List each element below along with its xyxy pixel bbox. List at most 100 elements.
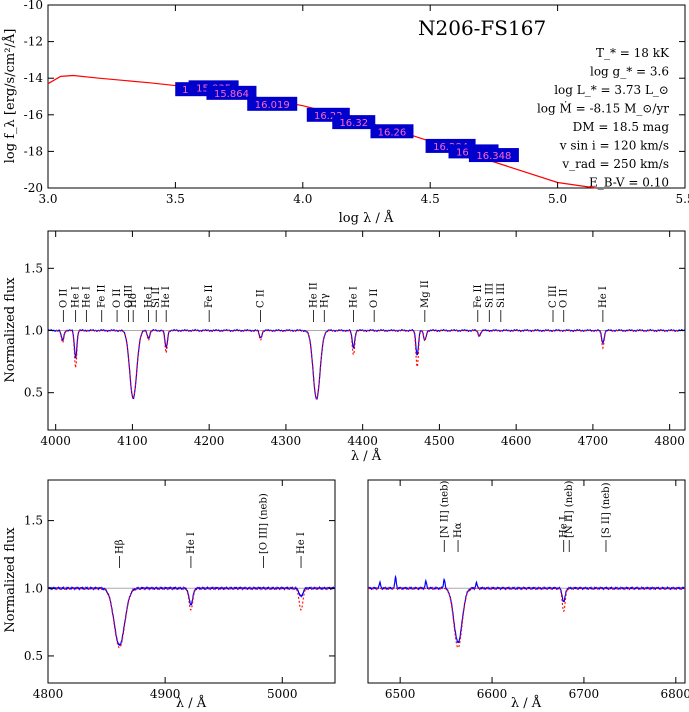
line-identification: He II (309, 282, 320, 308)
blue-xlabel: λ / Å (351, 448, 382, 464)
y-tick-label: -12 (24, 35, 43, 49)
line-identification: He I (559, 516, 570, 538)
hbeta-xlabel: λ / Å (176, 695, 207, 711)
y-tick-label: 0.5 (24, 649, 43, 663)
x-tick-label: 4000 (40, 434, 71, 448)
y-tick-label: 1.0 (24, 581, 43, 595)
x-tick-label: 4.5 (421, 192, 440, 206)
line-identification: Hδ (128, 293, 139, 308)
x-tick-label: 4100 (117, 434, 148, 448)
line-identification: He I (71, 286, 82, 308)
stellar-parameter: log L_* = 3.73 L_⊙ (554, 83, 669, 97)
line-identification: C III (548, 285, 559, 308)
line-identification: He I (161, 286, 172, 308)
line-identification: [N II] (neb) (564, 481, 575, 538)
sed-model-curve (47, 74, 596, 189)
x-tick-label: 4.0 (293, 192, 312, 206)
halpha-panel: [N II] (neb) Hα He I[N II] (neb) [S II] (ne… (367, 479, 689, 711)
y-tick-label: -18 (24, 144, 43, 158)
photometry-box (370, 124, 414, 139)
line-identification: Si II (151, 287, 162, 308)
x-tick-label: 4700 (578, 434, 609, 448)
x-tick-label: 3.5 (166, 192, 185, 206)
halpha-frame (367, 479, 686, 684)
y-tick-label: 0.5 (24, 386, 43, 400)
photometry-box (247, 96, 298, 111)
stellar-parameter: log Ṁ = -8.15 M_⊙/yr (537, 101, 669, 116)
line-identification: Si III (484, 283, 495, 308)
line-identification: He I (186, 532, 197, 554)
line-identification: O II (58, 289, 69, 308)
halpha-xlabel: λ / Å (511, 695, 542, 711)
photometry-box (206, 85, 257, 100)
line-identification: Fe II (473, 285, 484, 308)
observed-spectrum (47, 328, 686, 400)
line-identification: Si III (496, 283, 507, 308)
photometry-box (332, 115, 376, 130)
hbeta-panel: Hβ He I [O III] (neb) He I 4800 4900 5000 0.5 1… (3, 479, 336, 711)
x-tick-label: 4400 (347, 434, 378, 448)
line-identification: O II (559, 289, 570, 308)
x-tick-label: 4200 (194, 434, 225, 448)
x-tick-label: 6600 (477, 687, 508, 701)
stellar-parameter: v_rad = 250 km/s (561, 157, 669, 171)
y-tick-label: 1.5 (24, 514, 43, 528)
line-identification: He I (144, 286, 155, 308)
x-tick-label: 4600 (501, 434, 532, 448)
x-tick-label: 4500 (424, 434, 455, 448)
sed-xlabel: log λ / Å (339, 210, 394, 226)
y-tick-label: -14 (24, 71, 44, 85)
stellar-parameter: T_* = 18 kK (596, 46, 670, 60)
line-identification: [O III] (neb) (259, 493, 270, 554)
photometry-magnitude: 16.32 (339, 118, 368, 129)
line-identification: C II (256, 289, 267, 308)
line-identification: Hγ (319, 293, 330, 308)
photometry-magnitude: 16.22 (314, 111, 343, 122)
model-spectrum (368, 587, 685, 649)
x-tick-label: 5.5 (675, 192, 689, 206)
x-tick-label: 6500 (385, 687, 416, 701)
line-identification: Hβ (114, 539, 125, 554)
observed-spectrum (367, 574, 686, 644)
sed-title: N206-FS167 (418, 16, 546, 40)
line-identification: Hα (453, 522, 464, 538)
x-tick-label: 5.0 (548, 192, 567, 206)
line-identification: He I (598, 286, 609, 308)
x-tick-label: 6700 (569, 687, 600, 701)
hbeta-frame (47, 479, 336, 684)
line-identification: [N II] (neb) (439, 481, 450, 538)
y-tick-label: -10 (24, 0, 43, 12)
stellar-parameter: v sin i = 120 km/s (559, 139, 669, 153)
stellar-parameter: log g_* = 3.6 (590, 65, 669, 79)
model-spectrum (48, 587, 335, 649)
line-identification: He I (348, 286, 359, 308)
sed-panel: 15.815.83515.86416.01916.2216.3216.2616.… (2, 0, 689, 226)
line-identification: Fe II (204, 285, 215, 308)
photometry-magnitude: 16.019 (255, 100, 290, 111)
photometry-magnitude: 16.348 (476, 151, 511, 162)
photometry-box (468, 148, 519, 163)
x-tick-label: 4800 (654, 434, 685, 448)
y-tick-label: -20 (24, 181, 43, 195)
line-identification: Mg II (420, 280, 431, 308)
x-tick-label: 5000 (267, 687, 298, 701)
y-tick-label: -16 (24, 108, 43, 122)
y-tick-label: 1.0 (24, 324, 43, 338)
line-identification: [S II] (neb) (601, 482, 612, 538)
x-tick-label: 4900 (150, 687, 181, 701)
line-identification: He I (296, 532, 307, 554)
line-identification: He I (81, 286, 92, 308)
observed-spectrum (47, 585, 336, 646)
y-tick-label: 1.5 (24, 261, 43, 275)
line-identification: O III (124, 285, 135, 308)
model-spectrum (48, 329, 685, 400)
stellar-parameter: E_B-V = 0.10 (589, 176, 669, 190)
x-tick-label: 6800 (661, 687, 689, 701)
photometry-magnitude: 15.864 (214, 89, 249, 100)
line-identification: Fe II (97, 285, 108, 308)
sed-ylabel: log f_λ [erg/s/cm²/Å] (2, 29, 18, 164)
line-identification: O II (369, 289, 380, 308)
line-identification: O II (112, 289, 123, 308)
